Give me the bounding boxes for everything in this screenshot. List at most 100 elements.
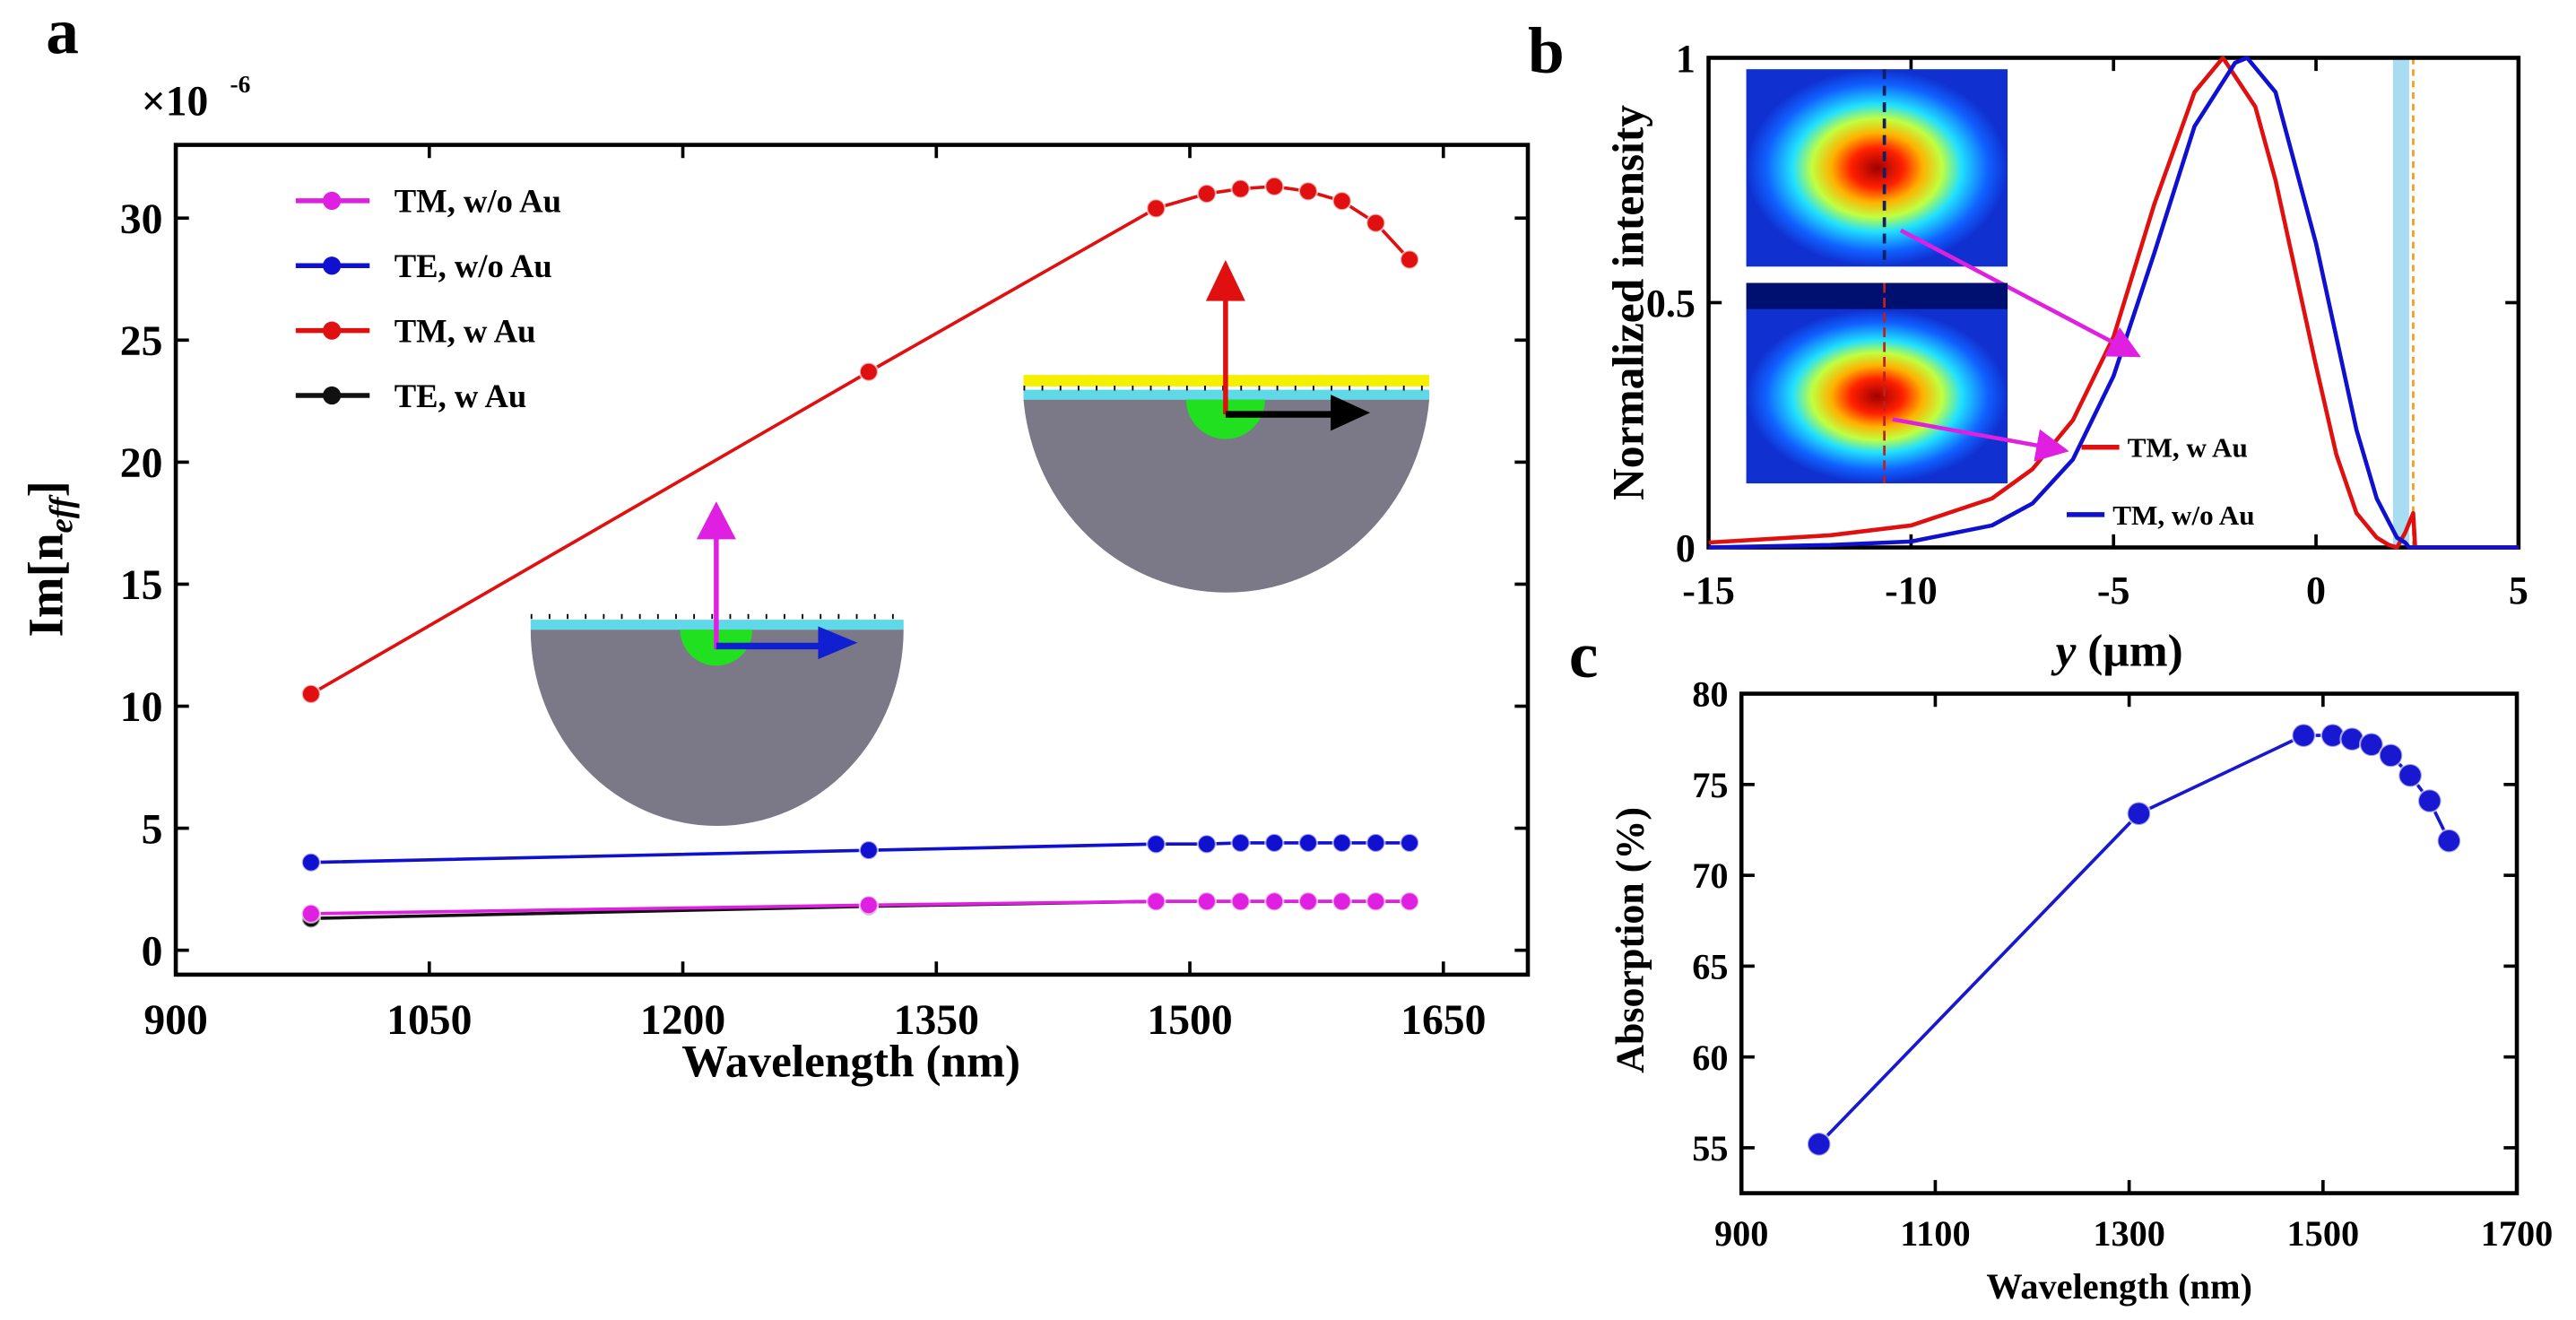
data-point — [1366, 213, 1386, 233]
x-tick-label: 1350 — [894, 997, 979, 1044]
legend-marker — [323, 256, 342, 275]
x-axis-label-variable: y — [2051, 625, 2077, 676]
x-tick-label: 1100 — [1900, 1213, 1970, 1254]
x-tick-label: 1050 — [386, 997, 472, 1044]
x-tick-label: 1500 — [2287, 1213, 2360, 1254]
data-point — [858, 361, 880, 382]
y-tick-label: 0 — [142, 928, 163, 975]
y-tick-label: 55 — [1692, 1128, 1728, 1168]
data-point — [1230, 832, 1251, 854]
x-tick-label: 1650 — [1401, 997, 1486, 1044]
data-point — [1331, 832, 1352, 854]
legend-label: TM, w/o Au — [2112, 499, 2254, 531]
data-point — [1264, 176, 1285, 197]
legend-label: TE, w/o Au — [395, 248, 552, 284]
data-point — [1366, 891, 1386, 912]
series-line-0 — [310, 899, 1410, 916]
legend-marker — [323, 386, 342, 405]
series-line-2 — [309, 185, 1411, 696]
data-point — [1399, 891, 1420, 912]
data-point — [1230, 178, 1251, 199]
x-tick-label: 5 — [2509, 569, 2528, 612]
plot-frame — [173, 143, 1531, 977]
data-point — [300, 903, 322, 925]
data-point — [2378, 742, 2404, 769]
panel-b-plot: -15 -10 -5 0 5 0 0.5 1 TM, w Au TM, w/o Au y (µm) N… — [1603, 37, 2528, 677]
legend-label: TM, w Au — [2128, 432, 2248, 464]
y-axis-label-subscript: eff — [43, 494, 80, 534]
mode-profile-inset-with-au — [1746, 282, 2069, 484]
legend-label: TM, w/o Au — [395, 183, 561, 220]
legend-marker — [323, 191, 342, 210]
data-point — [1399, 249, 1420, 270]
mode-profile-inset-without-au — [1746, 69, 2141, 358]
y-tick-label: 25 — [120, 318, 163, 365]
x-tick-label: -15 — [1682, 569, 1735, 612]
data-point — [1146, 834, 1167, 855]
legend-label: TM, w Au — [395, 312, 536, 349]
data-point — [1297, 891, 1319, 912]
data-point — [2416, 788, 2442, 813]
waveguide-inset-without-au — [530, 501, 904, 827]
x-axis-label: Wavelength (nm) — [1986, 1266, 2252, 1307]
y-tick-label: 1 — [1676, 37, 1696, 81]
x-tick-label: 900 — [143, 997, 207, 1044]
data-point — [1331, 190, 1352, 212]
data-point — [1297, 181, 1319, 202]
y-tick-label: 65 — [1692, 946, 1728, 986]
legend-label: TE, w Au — [395, 378, 527, 414]
data-point — [1806, 1131, 1832, 1157]
y-tick-label: 0 — [1676, 526, 1696, 570]
x-tick-label: 0 — [2306, 569, 2326, 612]
data-point — [1264, 891, 1285, 912]
x-tick-label: 1200 — [640, 997, 725, 1044]
data-point — [1264, 832, 1285, 854]
data-point — [1366, 832, 1386, 854]
data-point — [858, 839, 880, 861]
x-axis-label-unit: (µm) — [2076, 625, 2182, 676]
series-line-0 — [1817, 734, 2451, 1146]
data-point — [1297, 832, 1319, 854]
data-point — [2398, 762, 2424, 788]
y-tick-label: 15 — [120, 562, 163, 609]
y-tick-label: 80 — [1692, 674, 1728, 715]
panel-label-c: c — [1569, 619, 1599, 691]
data-point — [1196, 891, 1218, 912]
y-axis-label-close: ] — [19, 481, 74, 497]
legend-marker — [323, 321, 342, 340]
data-point — [1196, 834, 1218, 855]
data-point — [1331, 891, 1352, 912]
series-line-1 — [1708, 56, 2519, 550]
y-tick-label: 75 — [1692, 765, 1728, 805]
y-tick-label: 0.5 — [1646, 282, 1696, 326]
data-point — [300, 683, 322, 705]
x-tick-label: 900 — [1714, 1213, 1768, 1254]
panel-label-b: b — [1528, 14, 1565, 87]
data-point — [858, 895, 880, 916]
data-point — [2436, 828, 2462, 854]
x-tick-label: 1300 — [2093, 1213, 2165, 1254]
axis-multiplier-exponent: -6 — [230, 71, 251, 98]
data-point — [1196, 183, 1218, 204]
data-point — [1399, 832, 1420, 854]
axis-multiplier: ×10 — [142, 79, 209, 126]
data-point — [1146, 198, 1167, 219]
y-tick-label: 30 — [120, 196, 163, 243]
x-tick-label: 1700 — [2481, 1213, 2554, 1254]
x-tick-label: 1500 — [1147, 997, 1232, 1044]
panel-c-plot: 900 1100 1300 1500 1700 55 60 65 70 75 80 Wavelengt… — [1608, 674, 2553, 1307]
y-tick-label: 5 — [142, 806, 163, 853]
y-tick-label: 20 — [120, 440, 163, 487]
data-point — [300, 852, 322, 873]
y-tick-label: 60 — [1692, 1038, 1728, 1078]
series-line-1 — [310, 841, 1410, 864]
y-axis-label: Absorption (%) — [1608, 807, 1652, 1073]
x-axis-label: y (µm) — [2051, 625, 2183, 676]
data-point — [2126, 801, 2152, 827]
series-line-0 — [1708, 56, 2519, 550]
data-point — [2291, 723, 2317, 749]
x-tick-label: -10 — [1885, 569, 1938, 612]
x-axis-label: Wavelength (nm) — [681, 1036, 1020, 1087]
y-axis-label-main: Im[n — [19, 533, 74, 637]
